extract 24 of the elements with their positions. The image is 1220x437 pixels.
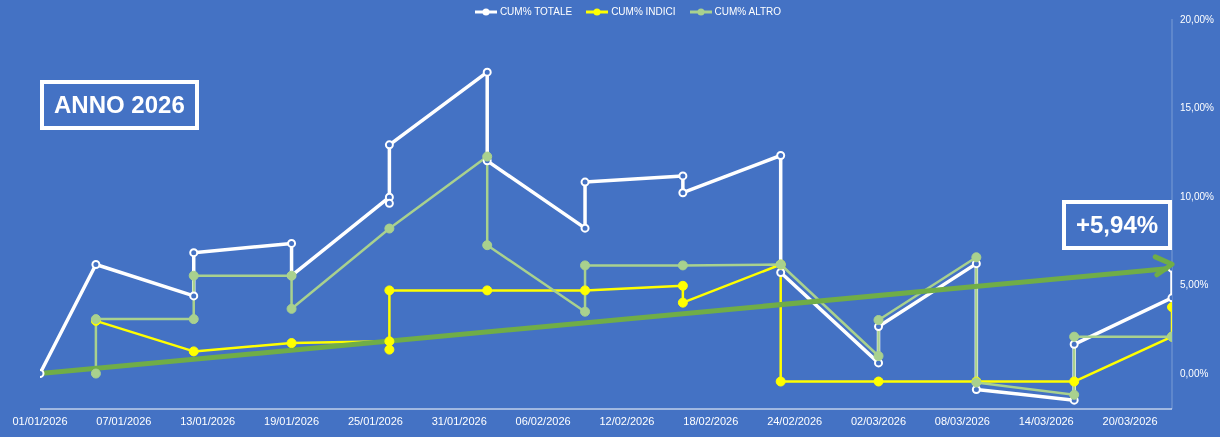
x-tick-label: 24/02/2026 xyxy=(767,414,823,427)
x-tick-label: 14/03/2026 xyxy=(1018,414,1074,427)
y-tick-label: 0,00% xyxy=(1180,368,1209,380)
y-tick-label: 15,00% xyxy=(1180,102,1215,114)
annotation: +5,94% xyxy=(1062,200,1173,251)
legend-label: CUM% INDICI xyxy=(611,6,676,17)
x-tick-label: 18/02/2026 xyxy=(683,414,739,427)
y-tick-label: 10,00% xyxy=(1180,190,1215,202)
x-tick-label: 20/03/2026 xyxy=(1102,414,1158,427)
x-tick-label: 02/03/2026 xyxy=(850,414,907,427)
annotation: ANNO 2026 xyxy=(40,80,199,130)
x-tick-label: 25/01/2026 xyxy=(347,414,403,427)
x-tick-label: 08/03/2026 xyxy=(934,414,990,427)
y-tick-label: 20,00% xyxy=(1180,13,1215,25)
x-tick-label: 19/01/2026 xyxy=(264,414,320,427)
x-tick-label: 07/01/2026 xyxy=(96,414,152,427)
y-tick-label: 5,00% xyxy=(1180,279,1209,291)
legend-label: CUM% ALTRO xyxy=(714,6,782,17)
x-tick-label: 13/01/2026 xyxy=(180,414,236,427)
x-tick-label: 06/02/2026 xyxy=(515,414,571,427)
x-tick-label: 12/02/2026 xyxy=(599,414,655,427)
x-tick-label: 31/01/2026 xyxy=(431,414,487,427)
x-tick-label: 01/01/2026 xyxy=(12,414,68,427)
legend-label: CUM% TOTALE xyxy=(499,6,573,17)
